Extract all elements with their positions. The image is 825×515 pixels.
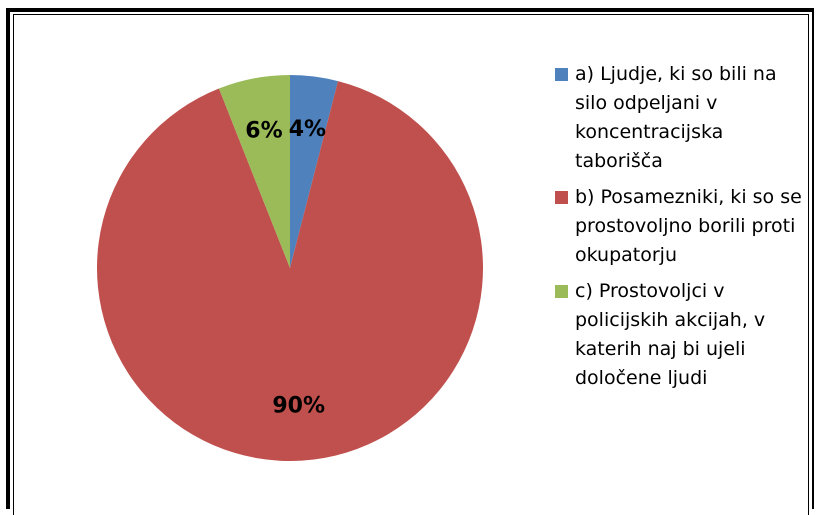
legend-entry: b) Posamezniki, ki so se prostovoljno bo…: [555, 183, 805, 270]
legend-swatch: [555, 285, 568, 298]
legend-swatch: [555, 68, 568, 81]
pie-slice: [96, 81, 484, 461]
pie-slice: [290, 75, 338, 268]
legend-swatch: [555, 191, 568, 204]
legend-label: a) Ljudje, ki so bili na silo odpeljani …: [575, 63, 777, 172]
data-label: 90%: [272, 394, 325, 419]
legend-label: b) Posamezniki, ki so se prostovoljno bo…: [575, 186, 802, 266]
legend-entry: a) Ljudje, ki so bili na silo odpeljani …: [555, 60, 805, 176]
data-label: 6%: [245, 119, 282, 144]
legend-label: c) Prostovoljci v policijskih akcijah, v…: [575, 280, 766, 389]
frame-inner: [13, 14, 809, 515]
pie-slice: [218, 75, 290, 268]
frame: [6, 8, 814, 509]
legend-entry: c) Prostovoljci v policijskih akcijah, v…: [555, 277, 805, 393]
legend: a) Ljudje, ki so bili na silo odpeljani …: [555, 60, 805, 400]
data-label: 4%: [289, 117, 326, 142]
